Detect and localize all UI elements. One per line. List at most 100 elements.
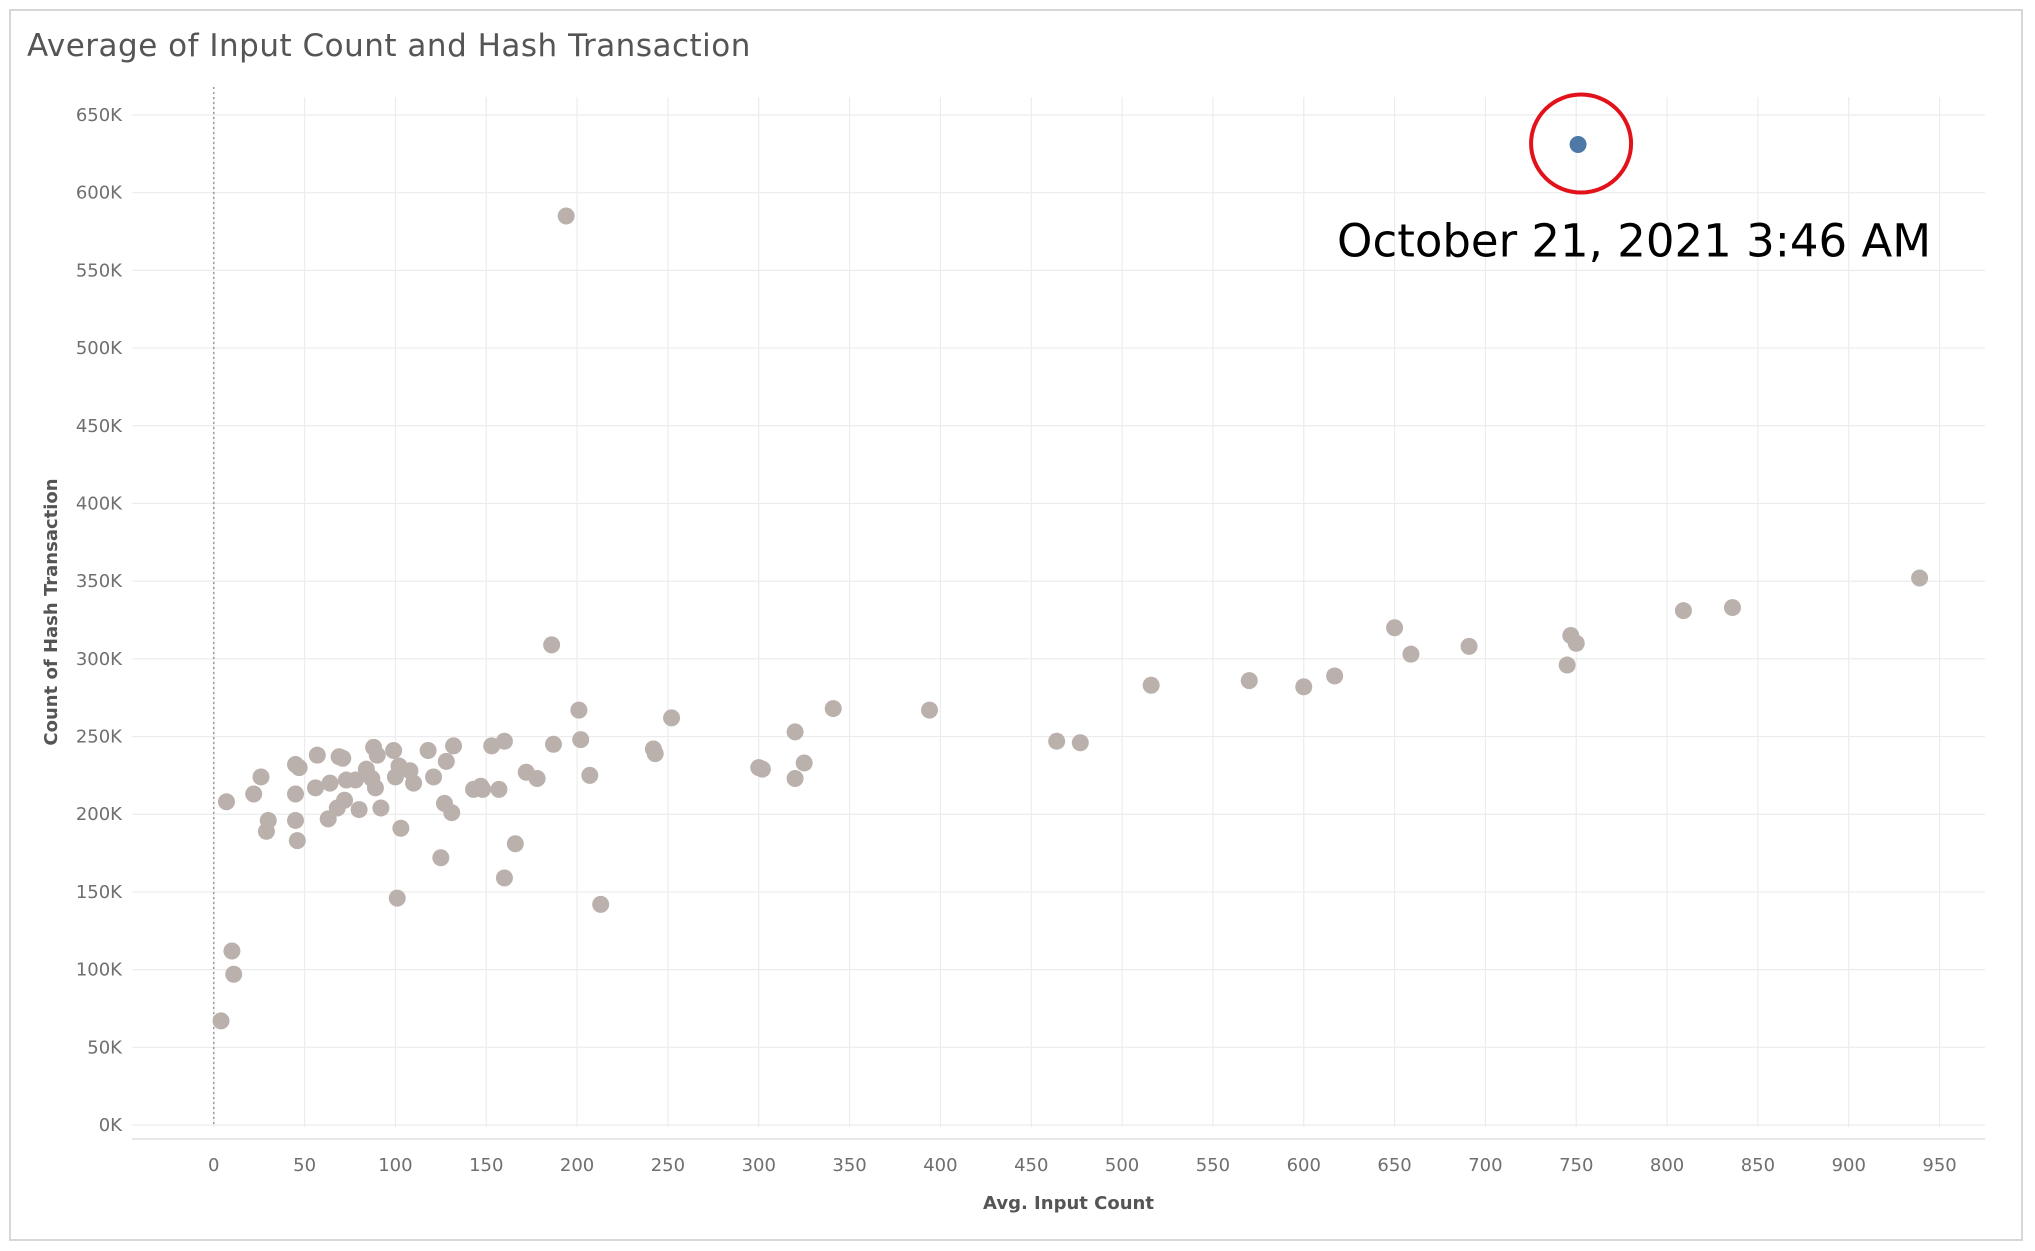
- data-point: [1240, 672, 1258, 690]
- data-point: [223, 942, 241, 960]
- chart-title: Average of Input Count and Hash Transact…: [27, 28, 751, 64]
- data-point: [336, 791, 354, 809]
- data-point: [1386, 619, 1404, 637]
- data-point: [321, 774, 339, 792]
- y-tick-label: 550K: [76, 260, 123, 281]
- data-point: [1558, 656, 1576, 674]
- data-point: [921, 701, 939, 719]
- data-point: [557, 207, 575, 225]
- data-point: [490, 780, 508, 798]
- y-tick-label: 150K: [76, 882, 123, 903]
- x-tick-label: 500: [1105, 1155, 1139, 1176]
- data-point: [572, 731, 590, 749]
- x-tick-label: 150: [469, 1155, 503, 1176]
- data-point: [288, 832, 306, 850]
- data-point: [385, 742, 403, 760]
- data-point: [290, 759, 308, 777]
- x-tick-label: 950: [1922, 1155, 1956, 1176]
- data-point: [1402, 645, 1420, 663]
- data-point: [368, 746, 386, 764]
- x-axis-label: Avg. Input Count: [983, 1193, 1154, 1214]
- x-tick-label: 900: [1832, 1155, 1866, 1176]
- data-point: [1460, 637, 1478, 655]
- data-point: [528, 769, 546, 787]
- data-point: [346, 771, 364, 789]
- annotation-label: October 21, 2021 3:46 AM: [1337, 215, 1931, 268]
- data-point: [1142, 676, 1160, 694]
- y-tick-labels: 0K 50K 100K 150K 200K 250K 300K 350K 400K 450K 500…: [76, 105, 123, 1136]
- data-point: [245, 785, 263, 803]
- chart-frame: [9, 9, 2023, 1241]
- data-point: [1295, 678, 1313, 696]
- data-point: [753, 760, 771, 778]
- data-point: [786, 769, 804, 787]
- x-tick-label: 750: [1559, 1155, 1593, 1176]
- y-tick-label: 200K: [76, 804, 123, 825]
- data-point: [217, 793, 235, 811]
- x-tick-label: 550: [1196, 1155, 1230, 1176]
- y-tick-label: 650K: [76, 105, 123, 126]
- data-point: [350, 801, 368, 819]
- data-point: [543, 636, 561, 654]
- data-point: [1674, 602, 1692, 620]
- data-point: [432, 849, 450, 867]
- x-tick-label: 700: [1468, 1155, 1502, 1176]
- x-tick-label: 100: [378, 1155, 412, 1176]
- x-tick-labels: 0 50 100 150 200 250 300 350 400 450 500 550 600 650 7…: [208, 1155, 1957, 1176]
- data-point: [1911, 569, 1929, 587]
- data-point: [663, 709, 681, 727]
- y-tick-label: 100K: [76, 960, 123, 981]
- data-point: [212, 1012, 230, 1030]
- data-point: [795, 754, 813, 772]
- data-point: [646, 745, 664, 763]
- x-tick-label: 0: [208, 1155, 219, 1176]
- data-point: [425, 768, 443, 786]
- data-point: [308, 746, 326, 764]
- x-tick-label: 800: [1650, 1155, 1684, 1176]
- data-point: [392, 819, 410, 837]
- x-tick-label: 650: [1377, 1155, 1411, 1176]
- data-point: [1071, 734, 1089, 752]
- data-point: [443, 804, 461, 822]
- x-tick-label: 50: [293, 1155, 316, 1176]
- data-point: [287, 811, 304, 829]
- data-point: [225, 965, 243, 983]
- data-points: [212, 207, 1929, 1030]
- data-point: [824, 700, 842, 718]
- y-tick-label: 0K: [99, 1115, 123, 1136]
- data-point: [592, 895, 610, 913]
- y-tick-label: 300K: [76, 649, 123, 670]
- y-tick-label: 250K: [76, 727, 123, 748]
- highlighted-data-point: [1569, 136, 1587, 154]
- data-point: [419, 742, 437, 760]
- x-tick-label: 850: [1741, 1155, 1775, 1176]
- x-tick-label: 350: [832, 1155, 866, 1176]
- y-tick-label: 450K: [76, 416, 123, 437]
- data-point: [1723, 599, 1741, 617]
- data-point: [495, 732, 513, 750]
- data-point: [544, 735, 562, 753]
- data-point: [1567, 634, 1585, 652]
- data-point: [388, 889, 406, 907]
- x-tick-label: 250: [651, 1155, 685, 1176]
- y-tick-label: 400K: [76, 493, 123, 514]
- data-point: [506, 835, 524, 853]
- data-point: [252, 768, 270, 786]
- data-point: [437, 752, 455, 770]
- data-point: [474, 780, 492, 798]
- data-point: [445, 737, 463, 755]
- annotation-circle: [1529, 92, 1634, 195]
- y-tick-label: 600K: [76, 183, 123, 204]
- data-point: [786, 723, 804, 741]
- highlight-points: [1569, 136, 1587, 154]
- y-tick-label: 350K: [76, 571, 123, 592]
- x-tick-label: 300: [742, 1155, 776, 1176]
- data-point: [334, 749, 352, 767]
- data-point: [259, 811, 277, 829]
- data-point: [1048, 732, 1066, 750]
- x-tick-label: 600: [1287, 1155, 1321, 1176]
- data-point: [405, 774, 423, 792]
- grid-lines: [132, 97, 1985, 1127]
- data-point: [372, 799, 390, 817]
